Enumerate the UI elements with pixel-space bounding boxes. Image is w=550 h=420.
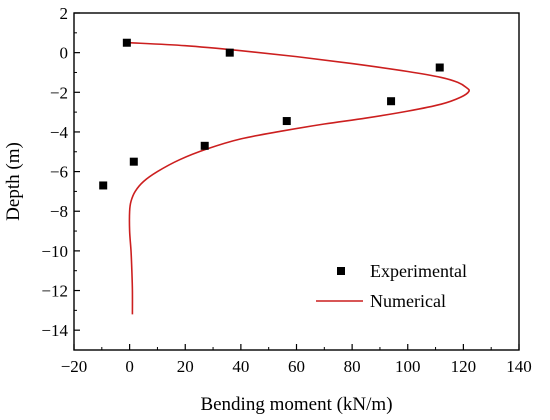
data-point-experimental bbox=[122, 38, 131, 47]
x-tick-label: −20 bbox=[61, 357, 88, 376]
data-point-experimental bbox=[282, 117, 291, 126]
data-point-experimental bbox=[435, 63, 444, 72]
y-axis: 2 0 −2 −4 −6 −8 −10 −12 −14 bbox=[41, 4, 80, 340]
x-tick-label: 120 bbox=[451, 357, 477, 376]
data-point-experimental bbox=[200, 141, 209, 150]
y-tick-label: 0 bbox=[60, 44, 69, 63]
legend: Experimental Numerical bbox=[316, 261, 467, 311]
y-tick-label: −8 bbox=[50, 202, 68, 221]
x-tick-label: 0 bbox=[125, 357, 134, 376]
x-tick-label: 80 bbox=[344, 357, 361, 376]
series-line-numerical bbox=[128, 41, 470, 315]
data-point-experimental bbox=[129, 157, 138, 166]
data-point-experimental bbox=[387, 97, 396, 106]
y-tick-label: −10 bbox=[41, 242, 68, 261]
legend-marker-experimental bbox=[337, 267, 345, 275]
data-point-experimental bbox=[99, 181, 108, 190]
y-tick-label: −2 bbox=[50, 83, 68, 102]
y-tick-label: −4 bbox=[50, 123, 69, 142]
y-axis-title: Depth (m) bbox=[3, 142, 24, 221]
chart-marks bbox=[99, 38, 470, 315]
y-tick-label: −14 bbox=[41, 321, 68, 340]
plot-frame bbox=[73, 12, 520, 351]
x-tick-label: 140 bbox=[506, 357, 532, 376]
y-tick-label: −6 bbox=[50, 163, 68, 182]
x-tick-label: 20 bbox=[177, 357, 194, 376]
data-point-experimental bbox=[225, 48, 234, 57]
y-tick-label: 2 bbox=[60, 4, 69, 23]
x-axis: −20 0 20 40 60 80 100 120 140 bbox=[61, 344, 532, 376]
legend-label-experimental: Experimental bbox=[370, 261, 467, 281]
x-tick-label: 60 bbox=[288, 357, 305, 376]
y-tick-label: −12 bbox=[41, 282, 68, 301]
x-tick-label: 40 bbox=[232, 357, 249, 376]
x-axis-title: Bending moment (kN/m) bbox=[200, 394, 392, 415]
x-tick-label: 100 bbox=[395, 357, 421, 376]
legend-label-numerical: Numerical bbox=[370, 291, 446, 311]
